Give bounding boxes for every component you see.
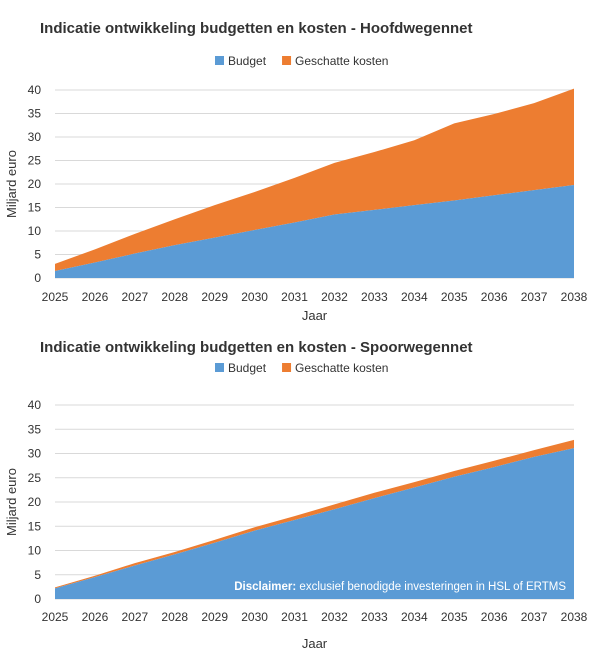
x-tick-label: 2032 <box>321 290 348 304</box>
x-tick-label: 2032 <box>321 610 348 624</box>
disclaimer-bold-label: Disclaimer: <box>234 581 296 593</box>
x-axis-label: Jaar <box>302 636 328 651</box>
y-tick-label: 25 <box>28 154 42 168</box>
x-tick-label: 2025 <box>42 610 69 624</box>
y-tick-label: 25 <box>28 471 42 485</box>
x-tick-label: 2038 <box>561 290 588 304</box>
x-axis-label: Jaar <box>302 308 328 323</box>
chart-title: Indicatie ontwikkeling budgetten en kost… <box>40 339 473 356</box>
y-tick-label: 30 <box>28 130 42 144</box>
x-tick-label: 2035 <box>441 290 468 304</box>
legend-swatch-costs <box>282 56 292 65</box>
x-tick-label: 2037 <box>521 610 548 624</box>
series-area-geschatte-kosten <box>55 88 574 271</box>
x-tick-label: 2028 <box>161 290 188 304</box>
y-tick-label: 35 <box>28 107 42 121</box>
series-area-geschatte-kosten <box>55 439 574 589</box>
x-tick-label: 2034 <box>401 290 428 304</box>
x-tick-label: 2036 <box>481 290 508 304</box>
x-tick-label: 2028 <box>161 610 188 624</box>
x-tick-label: 2025 <box>42 290 69 304</box>
disclaimer-annotation: Disclaimer: exclusief benodigde invester… <box>234 581 566 593</box>
x-tick-label: 2026 <box>82 290 109 304</box>
x-tick-label: 2029 <box>201 290 228 304</box>
chart-1: Indicatie ontwikkeling budgetten en kost… <box>4 20 588 323</box>
chart-title: Indicatie ontwikkeling budgetten en kost… <box>40 20 473 37</box>
y-tick-label: 20 <box>28 177 42 191</box>
y-tick-label: 30 <box>28 447 42 461</box>
legend: Budget Geschatte kosten <box>215 361 388 375</box>
y-tick-label: 10 <box>28 544 42 558</box>
y-tick-label: 40 <box>28 398 42 412</box>
x-tick-label: 2031 <box>281 290 308 304</box>
series-area-budget <box>55 448 574 599</box>
x-tick-label: 2035 <box>441 610 468 624</box>
x-tick-label: 2037 <box>521 290 548 304</box>
y-tick-label: 0 <box>34 592 41 606</box>
y-tick-label: 0 <box>34 271 41 285</box>
legend: Budget Geschatte kosten <box>215 54 388 68</box>
x-tick-label: 2036 <box>481 610 508 624</box>
series-area-budget <box>55 184 574 278</box>
x-tick-label: 2031 <box>281 610 308 624</box>
y-axis-label: Miljard euro <box>4 150 19 218</box>
legend-label-costs: Geschatte kosten <box>295 361 388 375</box>
y-tick-label: 15 <box>28 519 42 533</box>
legend-swatch-costs <box>282 363 292 372</box>
x-tick-label: 2029 <box>201 610 228 624</box>
disclaimer-text: exclusief benodigde investeringen in HSL… <box>296 581 566 593</box>
legend-swatch-budget <box>215 363 224 372</box>
x-tick-label: 2026 <box>82 610 109 624</box>
legend-label-budget: Budget <box>228 361 267 375</box>
x-tick-label: 2033 <box>361 610 388 624</box>
x-tick-label: 2038 <box>561 610 588 624</box>
x-tick-label: 2033 <box>361 290 388 304</box>
legend-label-budget: Budget <box>228 54 267 68</box>
chart-2: Indicatie ontwikkeling budgetten en kost… <box>4 339 588 651</box>
x-tick-label: 2027 <box>121 610 148 624</box>
y-tick-label: 20 <box>28 495 42 509</box>
x-tick-label: 2027 <box>121 290 148 304</box>
y-tick-label: 35 <box>28 422 42 436</box>
legend-label-costs: Geschatte kosten <box>295 54 388 68</box>
x-tick-label: 2030 <box>241 290 268 304</box>
x-tick-label: 2030 <box>241 610 268 624</box>
y-tick-label: 15 <box>28 201 42 215</box>
y-tick-label: 5 <box>34 248 41 262</box>
legend-swatch-budget <box>215 56 224 65</box>
x-tick-label: 2034 <box>401 610 428 624</box>
y-axis-label: Miljard euro <box>4 468 19 536</box>
y-tick-label: 5 <box>34 568 41 582</box>
y-tick-label: 40 <box>28 83 42 97</box>
y-tick-label: 10 <box>28 224 42 238</box>
